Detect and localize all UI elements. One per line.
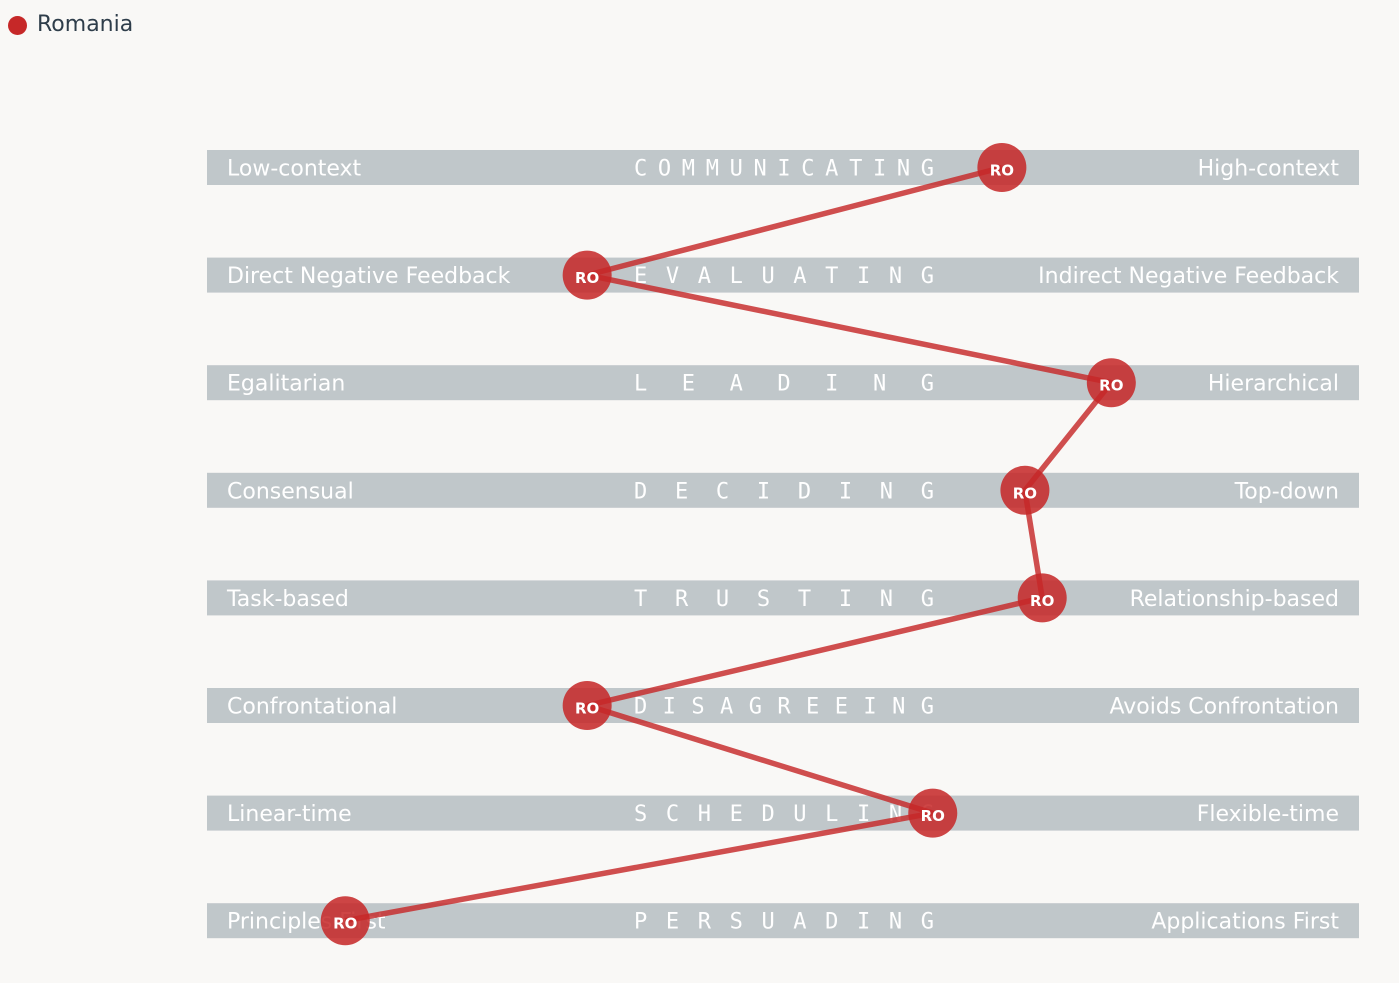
right-label-disagreeing: Avoids Confrontation — [1110, 695, 1340, 720]
marker-circle-communicating — [977, 143, 1027, 192]
marker-persuading[interactable]: RO — [320, 896, 370, 946]
marker-circle-scheduling — [908, 788, 958, 838]
marker-label-disagreeing: RO — [575, 700, 599, 718]
marker-communicating[interactable]: RO — [977, 143, 1027, 192]
marker-circle-disagreeing — [562, 681, 612, 730]
marker-circle-leading — [1086, 358, 1136, 408]
left-label-leading: Egalitarian — [227, 372, 345, 397]
marker-leading[interactable]: RO — [1086, 358, 1136, 408]
left-label-evaluating: Direct Negative Feedback — [227, 264, 511, 289]
marker-disagreeing[interactable]: RO — [562, 681, 612, 730]
series-line-romania — [344, 164, 1115, 924]
bands-group: Low-context High-context COMMUNICATING Dire… — [207, 150, 1359, 939]
band-deciding — [207, 472, 1359, 508]
marker-label-deciding: RO — [1013, 484, 1037, 502]
right-label-persuading: Applications First — [1151, 910, 1339, 935]
legend-marker-icon — [8, 15, 27, 35]
dimension-label-communicating: COMMUNICATING — [634, 157, 934, 182]
marker-label-leading: RO — [1099, 377, 1123, 395]
band-trusting — [207, 580, 1359, 616]
right-label-evaluating: Indirect Negative Feedback — [1038, 264, 1339, 289]
marker-label-communicating: RO — [990, 162, 1014, 180]
marker-circle-evaluating — [562, 250, 612, 300]
band-communicating — [207, 150, 1359, 185]
right-label-leading: Hierarchical — [1208, 372, 1339, 397]
marker-circle-trusting — [1017, 573, 1067, 623]
marker-circle-deciding — [1000, 465, 1050, 515]
markers-group: RO RO RO RO RO RO RO RO — [320, 143, 1136, 946]
dimension-label-leading: LEADING — [634, 372, 934, 397]
left-label-trusting: Task-based — [226, 587, 349, 612]
band-disagreeing — [207, 688, 1359, 723]
right-label-trusting: Relationship-based — [1130, 587, 1339, 612]
band-scheduling — [207, 795, 1359, 831]
right-label-communicating: High-context — [1198, 157, 1340, 182]
marker-deciding[interactable]: RO — [1000, 465, 1050, 515]
left-label-communicating: Low-context — [227, 157, 362, 182]
right-label-deciding: Top-down — [1234, 479, 1339, 504]
marker-trusting[interactable]: RO — [1017, 573, 1067, 623]
marker-circle-persuading — [320, 896, 370, 946]
legend[interactable]: Romania — [8, 12, 133, 38]
marker-label-persuading: RO — [333, 915, 357, 933]
marker-evaluating[interactable]: RO — [562, 250, 612, 300]
marker-label-evaluating: RO — [575, 269, 599, 287]
left-label-disagreeing: Confrontational — [227, 695, 397, 720]
marker-label-scheduling: RO — [921, 807, 945, 825]
right-label-scheduling: Flexible-time — [1197, 802, 1339, 827]
left-label-scheduling: Linear-time — [227, 802, 352, 827]
marker-scheduling[interactable]: RO — [908, 788, 958, 838]
band-evaluating — [207, 257, 1359, 293]
left-label-deciding: Consensual — [227, 479, 354, 504]
band-leading — [207, 365, 1359, 401]
marker-label-trusting: RO — [1030, 592, 1054, 610]
legend-label-romania: Romania — [37, 12, 134, 37]
